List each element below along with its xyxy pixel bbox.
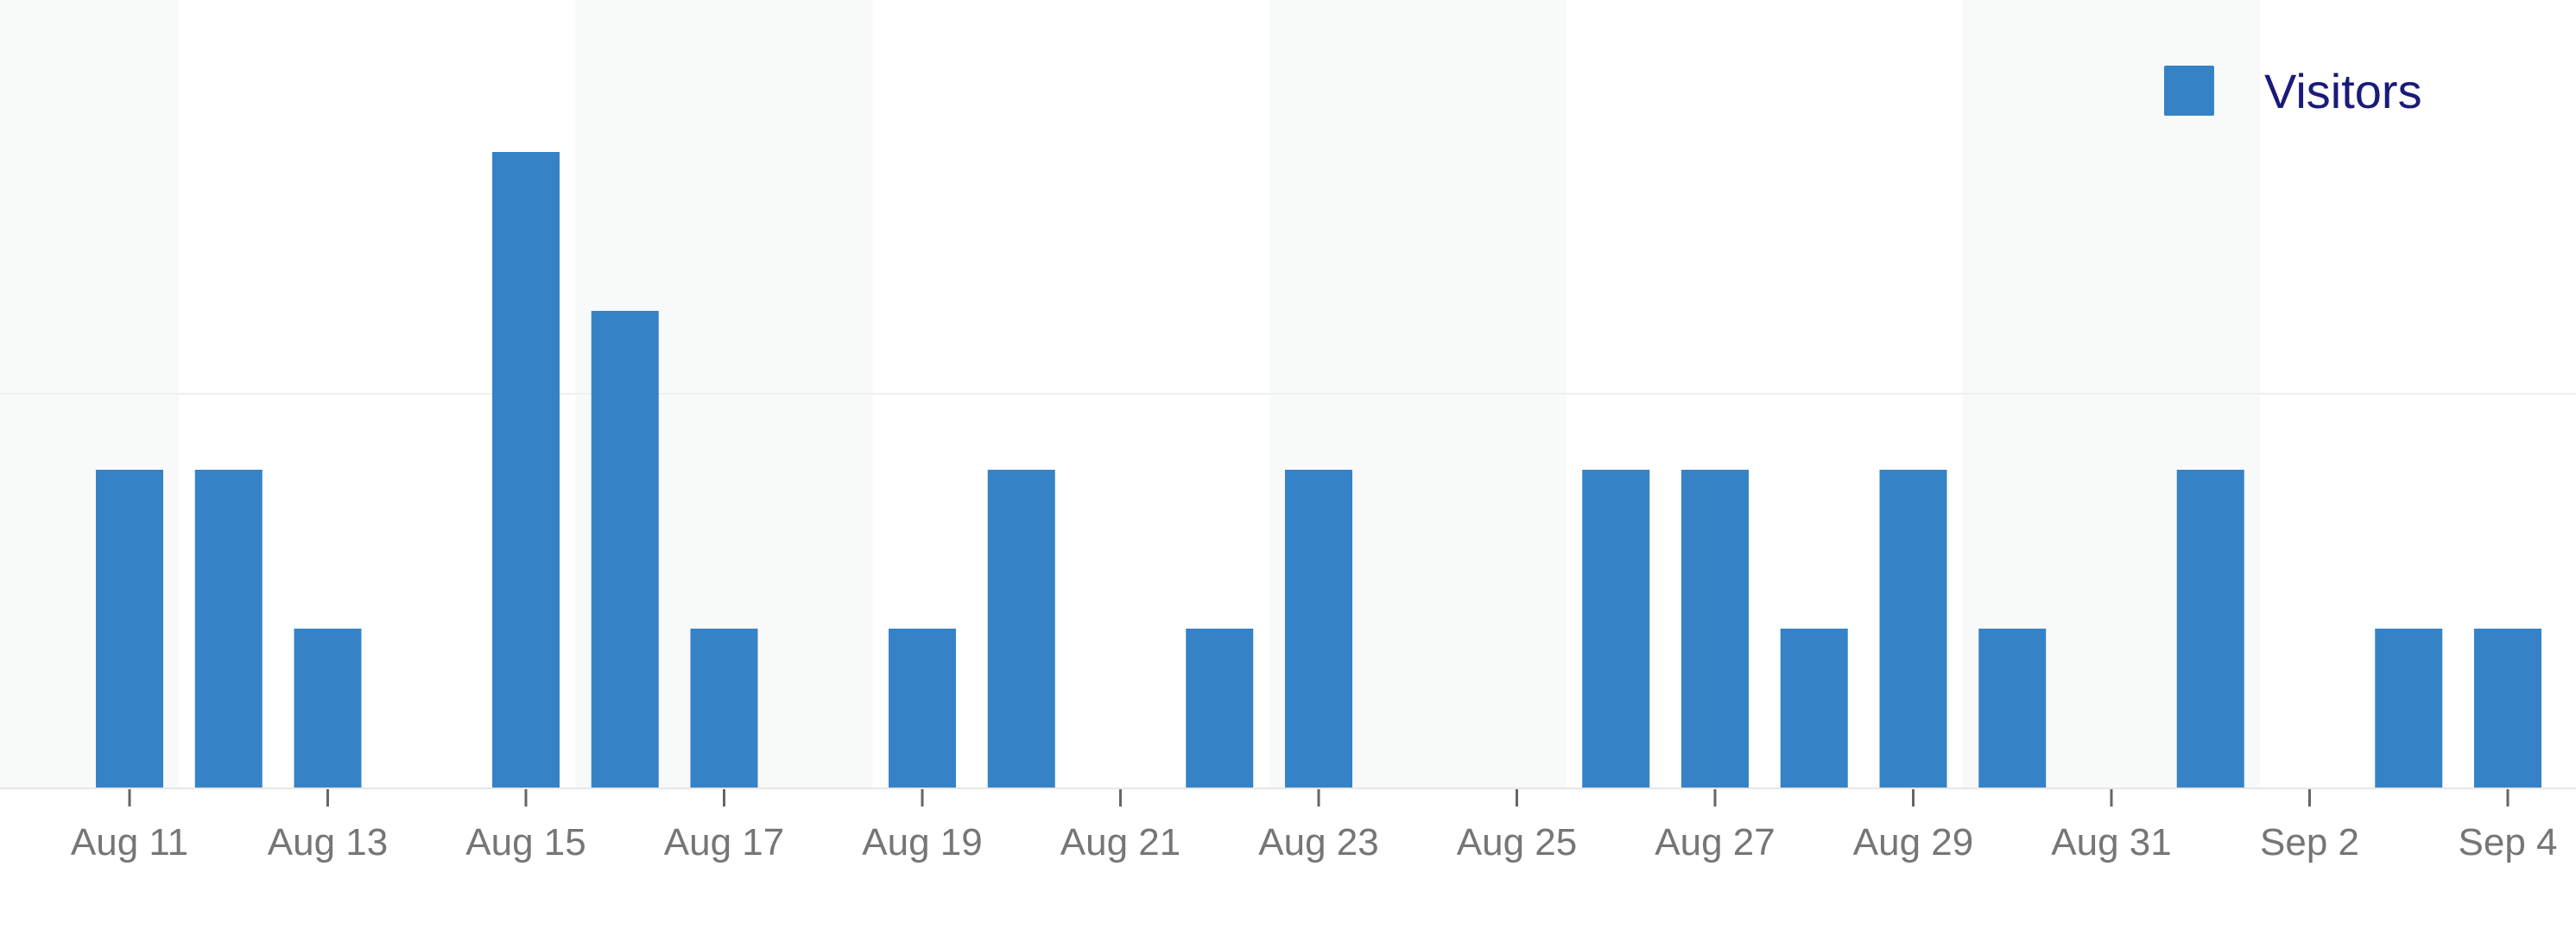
legend-label: Visitors (2264, 64, 2422, 118)
legend-swatch (2164, 66, 2214, 116)
bar-aug-15 (492, 152, 560, 788)
bar-aug-28 (1780, 629, 1848, 788)
bar-aug-20 (987, 470, 1055, 788)
x-axis: Aug 11 Aug 13 Aug 15 Aug 17 Aug 19 Aug 21 Aug … (0, 788, 2576, 864)
bar-sep-3 (2375, 629, 2443, 788)
bar-aug-19 (889, 629, 956, 788)
x-tick-label: Aug 29 (1853, 821, 1973, 864)
x-tick-label: Sep 4 (2459, 821, 2558, 864)
bar-aug-16 (591, 311, 659, 788)
bar-aug-13 (294, 629, 362, 788)
x-tick-label: Aug 31 (2051, 821, 2171, 864)
bar-aug-12 (194, 470, 263, 788)
bar-aug-27 (1681, 470, 1749, 788)
x-tick-label: Aug 23 (1258, 821, 1378, 864)
x-tick-label: Aug 11 (71, 821, 188, 864)
bar-aug-22 (1186, 629, 1254, 788)
legend[interactable]: Visitors (2164, 64, 2422, 118)
x-tick-label: Aug 15 (465, 821, 585, 864)
bar-aug-23 (1285, 470, 1352, 788)
bar-aug-29 (1879, 470, 1947, 788)
bar-series-visitors (96, 152, 2541, 788)
x-tick-label: Aug 17 (664, 821, 784, 864)
x-tick-label: Aug 13 (268, 821, 388, 864)
bar-aug-30 (1978, 629, 2047, 788)
bar-aug-26 (1582, 470, 1650, 788)
x-tick-label: Aug 25 (1457, 821, 1577, 864)
bar-aug-11 (96, 470, 163, 788)
x-tick-label: Aug 21 (1060, 821, 1180, 864)
x-tick-label: Aug 19 (862, 821, 982, 864)
x-tick-label: Aug 27 (1655, 821, 1775, 864)
bar-sep-1 (2176, 470, 2244, 788)
x-tick-label: Sep 2 (2260, 821, 2359, 864)
bar-aug-17 (690, 629, 758, 788)
bar-sep-4 (2474, 629, 2541, 788)
